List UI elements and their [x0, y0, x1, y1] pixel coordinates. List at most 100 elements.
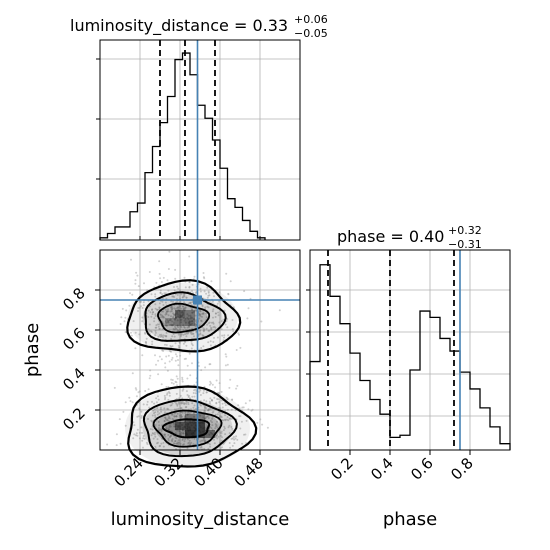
sample-point — [209, 340, 212, 343]
sample-point — [241, 406, 244, 409]
sample-point — [162, 276, 165, 279]
sample-point — [134, 279, 137, 282]
sample-point — [183, 306, 186, 309]
sample-point — [106, 443, 109, 446]
sample-point — [183, 295, 186, 298]
sample-point — [124, 424, 127, 427]
sample-point — [153, 402, 156, 405]
sample-point — [139, 301, 142, 304]
sample-point — [207, 306, 210, 309]
sample-point — [154, 295, 157, 298]
sample-point — [226, 363, 229, 366]
sample-point — [266, 426, 269, 429]
sample-point — [119, 323, 122, 325]
sample-point — [188, 322, 191, 325]
sample-point — [174, 428, 177, 431]
sample-point — [173, 317, 176, 320]
sample-point — [174, 440, 177, 443]
sample-point — [166, 419, 168, 422]
sample-point — [198, 324, 201, 327]
sample-point — [151, 400, 153, 403]
sample-point — [198, 314, 201, 317]
sample-point — [220, 415, 223, 418]
contour-lines — [126, 279, 258, 468]
sample-point — [171, 324, 174, 327]
sample-point — [173, 318, 176, 321]
sample-point — [188, 255, 191, 258]
sample-point — [214, 312, 217, 315]
sample-point — [183, 293, 186, 296]
sample-point — [168, 360, 171, 363]
sample-point — [138, 390, 141, 393]
sample-point — [224, 353, 227, 356]
sample-point — [207, 322, 210, 325]
sample-point — [128, 396, 131, 399]
sample-point — [153, 407, 156, 410]
sample-point — [159, 289, 162, 292]
sample-point — [176, 377, 179, 380]
sample-point — [242, 406, 245, 409]
sample-point — [157, 335, 160, 338]
sample-point — [226, 398, 229, 401]
sample-point — [235, 387, 238, 390]
sample-point — [170, 337, 173, 340]
sample-point — [193, 404, 196, 407]
sample-point — [179, 432, 182, 435]
sample-point — [225, 418, 228, 421]
sample-point — [239, 427, 242, 430]
panel-ticks — [96, 58, 261, 240]
sample-point — [179, 394, 182, 397]
sample-point — [181, 429, 184, 432]
sample-point — [218, 382, 221, 385]
sample-point — [212, 341, 215, 343]
sample-point — [184, 406, 187, 409]
sample-point — [201, 315, 203, 318]
sample-point — [187, 403, 190, 406]
contour-line — [157, 302, 211, 334]
sample-point — [185, 296, 188, 299]
sample-point — [233, 442, 236, 445]
sample-point — [182, 443, 184, 446]
sample-point — [229, 378, 232, 381]
sample-point — [214, 427, 217, 430]
sample-point — [186, 326, 189, 329]
sample-point — [154, 331, 157, 334]
sample-point — [142, 435, 145, 437]
sample-point — [203, 417, 206, 420]
sample-point — [124, 401, 127, 404]
sample-point — [211, 310, 214, 313]
sample-point — [170, 350, 172, 353]
sample-point — [186, 377, 189, 380]
sample-point — [234, 437, 237, 440]
sample-point — [180, 326, 183, 329]
sample-point — [154, 354, 156, 357]
sample-point — [137, 415, 140, 418]
sample-point — [190, 333, 193, 336]
sample-point — [201, 334, 204, 337]
sample-point — [156, 308, 159, 311]
sample-point — [177, 442, 180, 445]
sample-point — [165, 335, 168, 338]
sample-point — [191, 332, 194, 335]
sample-point — [141, 316, 144, 319]
sample-point — [179, 425, 182, 428]
sample-point — [232, 330, 235, 333]
sample-point — [191, 301, 194, 304]
sample-point — [164, 418, 167, 420]
sample-point — [177, 426, 180, 429]
sample-point — [178, 309, 181, 312]
sample-point — [174, 353, 177, 356]
sample-point — [204, 366, 207, 369]
sample-point — [220, 416, 223, 419]
sample-point — [179, 335, 182, 338]
sample-point — [247, 307, 250, 310]
sample-point — [224, 402, 226, 404]
sample-point — [221, 419, 224, 422]
sample-point — [226, 408, 229, 411]
sample-point — [159, 335, 162, 338]
sample-point — [166, 369, 169, 372]
sample-point — [166, 310, 169, 313]
sample-point — [154, 326, 157, 329]
sample-point — [170, 381, 173, 384]
sample-point — [143, 437, 146, 440]
